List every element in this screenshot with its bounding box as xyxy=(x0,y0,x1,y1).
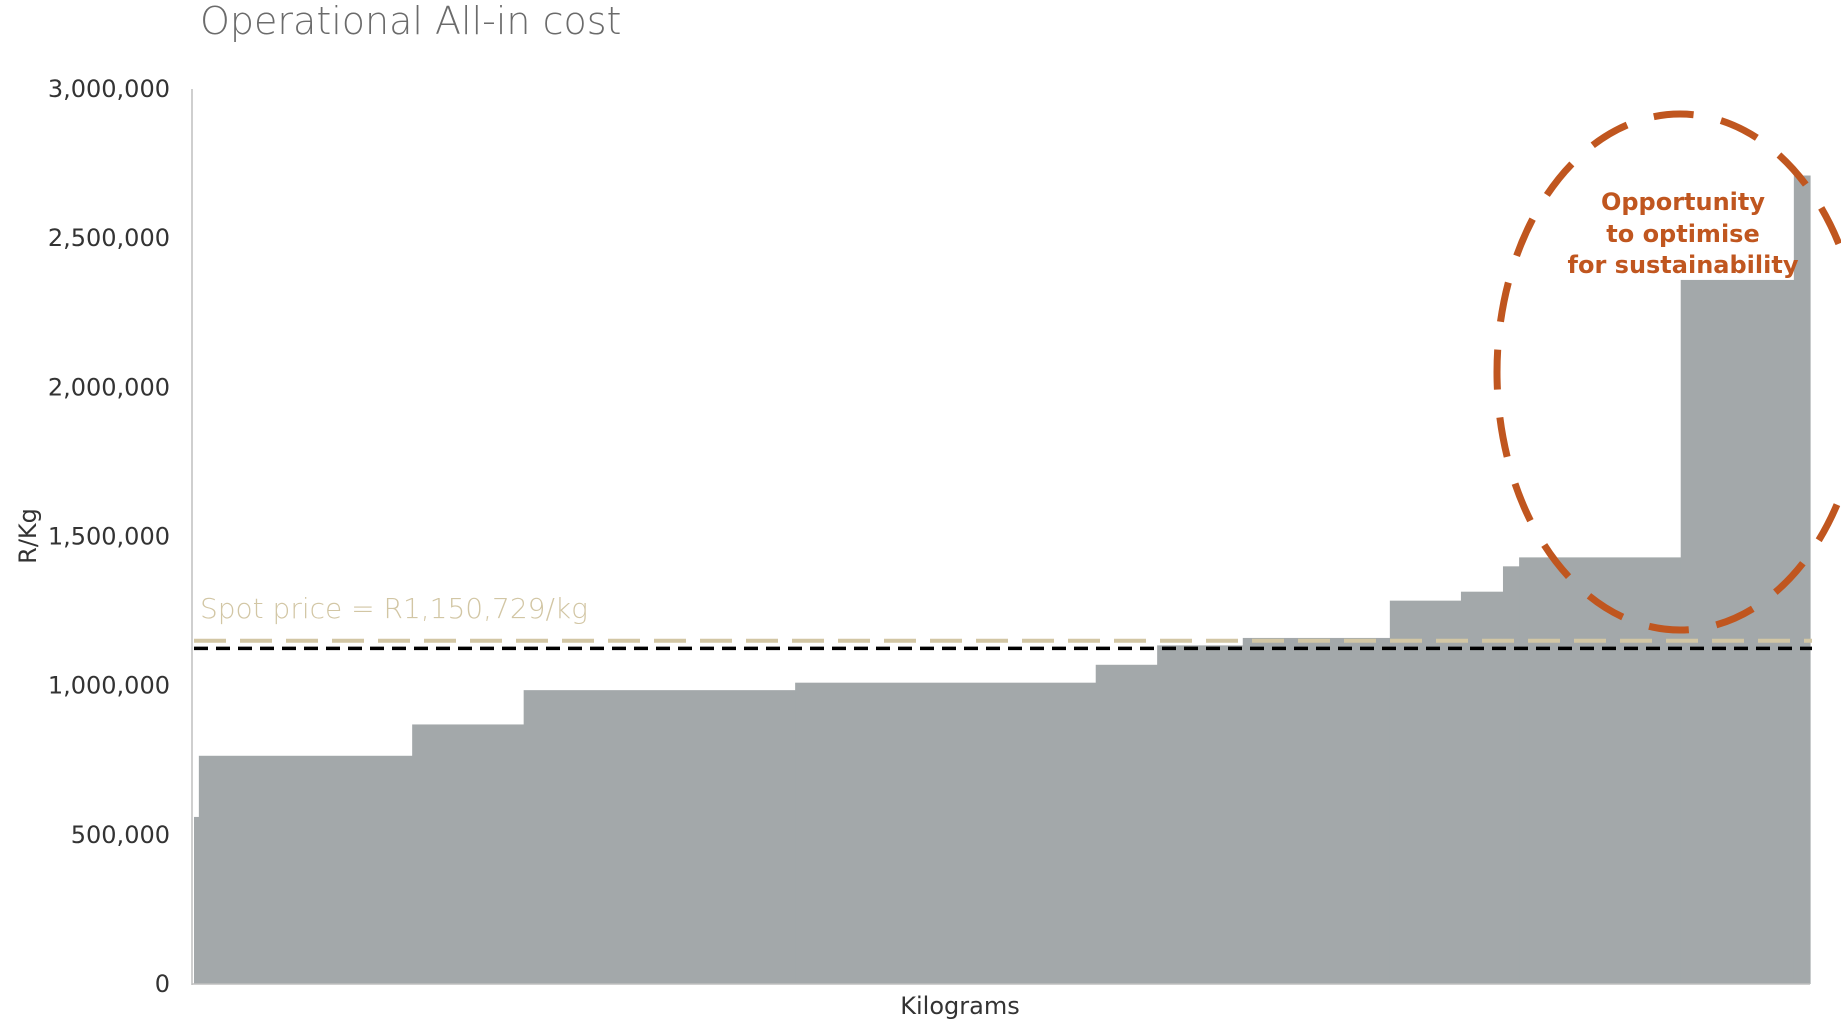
y-tick-label: 1,000,000 xyxy=(48,672,170,700)
cost-step-bar-5 xyxy=(795,682,1097,984)
opportunity-label-line-2: to optimise xyxy=(1606,220,1759,248)
y-tick-label: 0 xyxy=(155,970,170,998)
chart-title: Operational All-in cost xyxy=(200,0,621,43)
cost-step-bar-2 xyxy=(198,755,413,984)
cost-steps xyxy=(194,175,1811,984)
cost-step-bar-3 xyxy=(412,724,525,984)
cost-step-bar-9 xyxy=(1389,600,1462,984)
spot-price-label: Spot price = R1,150,729/kg xyxy=(200,592,588,625)
reference-lines xyxy=(194,638,1812,651)
cost-step-bar-11 xyxy=(1502,566,1520,984)
cost-step-bar-13 xyxy=(1680,279,1795,984)
cost-step-bar-7 xyxy=(1157,645,1244,984)
cost-step-bar-8 xyxy=(1242,637,1391,984)
cost-step-bar-14 xyxy=(1793,175,1811,984)
cost-step-bar-1 xyxy=(194,816,200,984)
cost-step-bar-6 xyxy=(1095,664,1158,984)
cost-step-bar-4 xyxy=(523,690,796,984)
y-tick-label: 2,500,000 xyxy=(48,224,170,252)
opportunity-label-line-1: Opportunity xyxy=(1601,188,1765,216)
y-axis-label: R/Kg xyxy=(14,508,42,564)
opportunity-label-line-3: for sustainability xyxy=(1568,251,1799,279)
cost-step-bar-10 xyxy=(1460,591,1504,984)
y-tick-label: 3,000,000 xyxy=(48,75,170,103)
x-axis-label: Kilograms xyxy=(900,992,1019,1020)
y-tick-labels: 0 500,000 1,000,000 1,500,000 2,000,000 2,500… xyxy=(48,75,170,998)
y-tick-label: 500,000 xyxy=(71,821,170,849)
y-tick-label: 2,000,000 xyxy=(48,373,170,401)
y-tick-label: 1,500,000 xyxy=(48,523,170,551)
opportunity-ellipse xyxy=(1493,110,1841,634)
cost-step-bar-12 xyxy=(1519,557,1682,984)
